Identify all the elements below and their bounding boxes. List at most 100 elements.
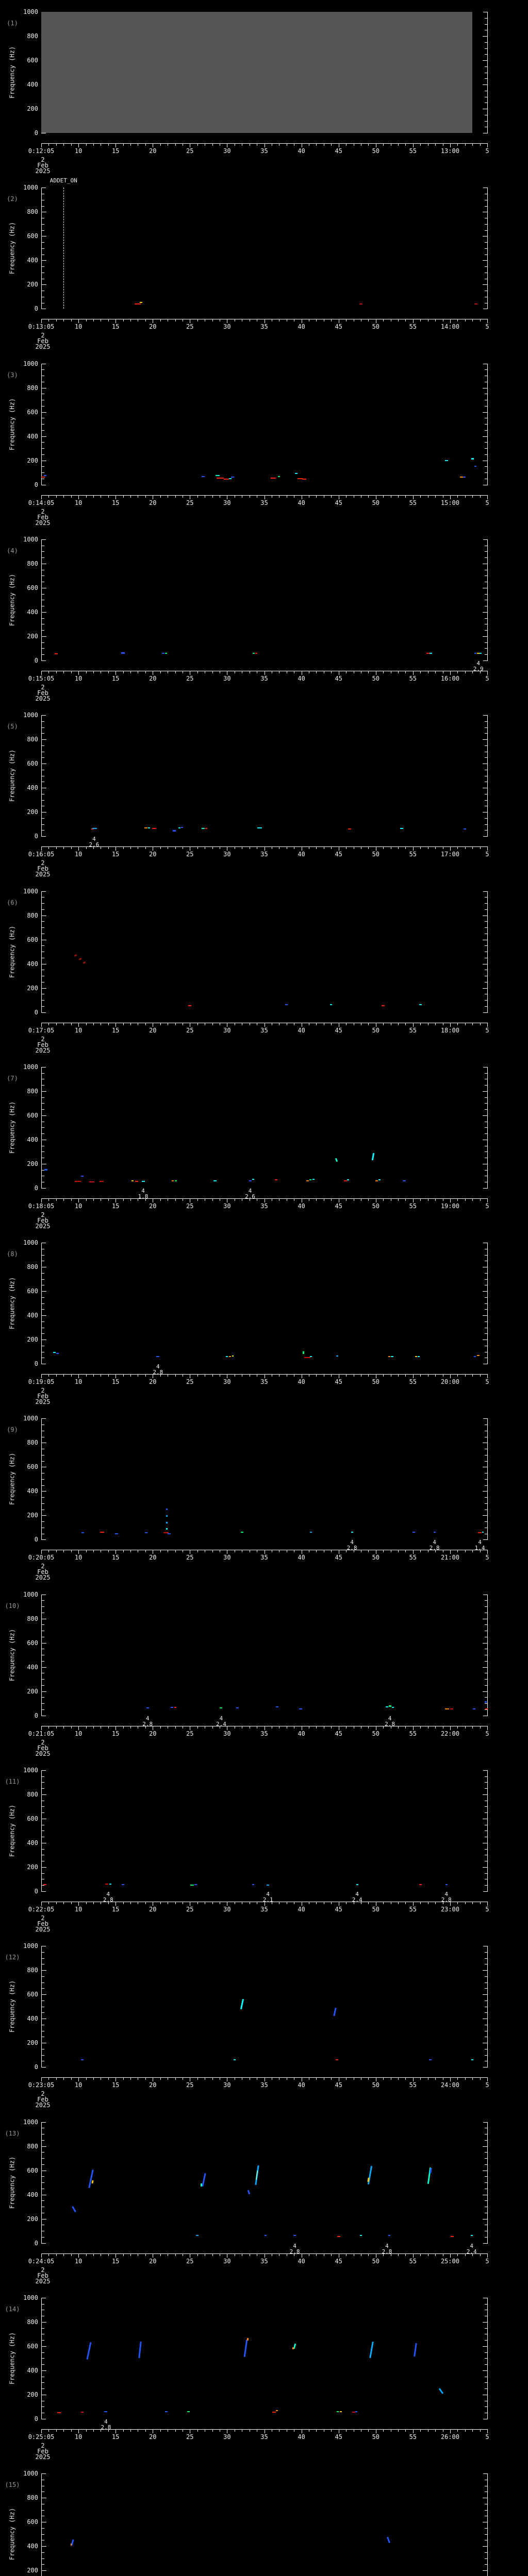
- time-tick-label: 55: [409, 1554, 417, 1562]
- y-axis-tick: [485, 757, 487, 758]
- y-axis-tick: [42, 800, 44, 801]
- detection-class-label: 4: [219, 1715, 223, 1722]
- frequency-axis-title: Frequency (Hz): [8, 1629, 16, 1681]
- y-tick-label: 800: [27, 736, 38, 743]
- time-tick-label: 45: [335, 1202, 342, 1210]
- time-axis-tick: [472, 1726, 473, 1728]
- y-axis-tick: [485, 1309, 487, 1310]
- time-axis-tick: [63, 1198, 64, 1201]
- date-label: 2025: [35, 2277, 51, 2285]
- y-tick-label: 0: [34, 1536, 38, 1544]
- time-axis-tick: [457, 2078, 458, 2080]
- date-label: Feb: [37, 1216, 48, 1224]
- date-label: 2025: [35, 2102, 51, 2109]
- detection-score-label: 2.4: [352, 1896, 362, 1903]
- detection-mark: [230, 477, 234, 478]
- time-axis-tick: [472, 671, 473, 673]
- y-axis-tick: [42, 1982, 44, 1983]
- time-axis-tick: [56, 847, 57, 850]
- y-tick-label: 400: [27, 1312, 38, 1319]
- detection-mark: [215, 474, 220, 476]
- time-axis-tick: [480, 1902, 481, 1904]
- time-axis-tick: [457, 1198, 458, 1201]
- time-axis-tick: [316, 2253, 317, 2256]
- time-axis-tick: [316, 1023, 317, 1025]
- y-axis-tick: [483, 284, 487, 285]
- detection-mark: [265, 2235, 267, 2236]
- y-tick-label: 200: [27, 2215, 38, 2223]
- time-axis-tick: [487, 1902, 488, 1906]
- time-axis: [41, 1198, 488, 1199]
- time-tick-label: 55: [409, 1378, 417, 1386]
- time-axis: [41, 2253, 488, 2254]
- time-axis-tick: [78, 2429, 79, 2433]
- y-axis-tick: [42, 424, 44, 425]
- time-axis-tick: [145, 144, 146, 146]
- detection-class-label: 4: [293, 2242, 296, 2249]
- y-tick-label: 0: [34, 833, 38, 840]
- time-tick-label: 35: [260, 1554, 268, 1562]
- date-label: Feb: [37, 1568, 48, 1576]
- time-tick-label: 45: [335, 2257, 342, 2265]
- time-tick-label: 45: [335, 1026, 342, 1034]
- y-tick-label: 0: [34, 1887, 38, 1895]
- time-tick-label: 5: [485, 1554, 489, 1562]
- detection-mark: [70, 2544, 72, 2546]
- y-axis-tick: [483, 739, 487, 740]
- time-tick-label: 35: [260, 2433, 268, 2441]
- date-label: Feb: [37, 689, 48, 697]
- y-axis-cap: [41, 1539, 46, 1540]
- time-axis-tick: [63, 1902, 64, 1904]
- time-axis-tick: [197, 1375, 198, 1377]
- time-axis-tick: [56, 1023, 57, 1025]
- y-axis-tick: [42, 945, 44, 946]
- detection-class-label: 4: [266, 1890, 270, 1897]
- y-axis-cap: [41, 2243, 46, 2244]
- time-axis-tick: [123, 671, 124, 673]
- time-axis-tick: [487, 1550, 488, 1554]
- call-contour-mark: [386, 2537, 390, 2544]
- time-tick-label: 20: [149, 1026, 157, 1034]
- time-axis-tick: [63, 495, 64, 498]
- time-axis-tick: [71, 1550, 72, 1553]
- y-axis-tick: [42, 2164, 44, 2165]
- y-axis-tick: [485, 2510, 487, 2511]
- plot-area: [41, 2298, 488, 2419]
- time-tick-label: 15: [111, 1730, 120, 1737]
- detection-mark: [426, 652, 430, 654]
- y-tick-label: 400: [27, 2366, 38, 2374]
- detection-mark: [388, 1705, 391, 1707]
- time-axis-tick: [457, 2253, 458, 2256]
- y-axis-tick: [485, 2364, 487, 2365]
- y-axis-tick: [485, 1485, 487, 1486]
- time-axis-tick: [316, 2078, 317, 2080]
- time-axis-tick: [383, 1375, 384, 1377]
- time-axis-tick: [405, 2253, 406, 2256]
- time-axis-tick: [465, 2078, 466, 2080]
- time-axis-tick: [56, 2078, 57, 2080]
- detection-mark: [340, 2411, 342, 2412]
- spectrogram-panel: (15)Frequency (Hz)020040060080010000:26:…: [0, 2462, 528, 2576]
- time-axis-tick: [108, 1198, 109, 1201]
- time-axis-tick: [465, 2429, 466, 2432]
- time-tick-label: 20: [149, 2081, 157, 2089]
- y-axis-tick: [485, 121, 487, 122]
- time-axis-tick: [71, 2429, 72, 2432]
- time-axis-tick: [368, 1726, 369, 1728]
- detection-mark: [252, 1179, 254, 1180]
- y-tick-label: 800: [27, 384, 38, 392]
- time-axis-tick: [160, 1198, 161, 1201]
- y-axis-tick: [42, 557, 44, 558]
- time-axis-tick: [398, 1726, 399, 1728]
- y-axis-tick: [485, 830, 487, 831]
- detection-mark: [278, 476, 280, 478]
- time-axis-tick: [160, 495, 161, 498]
- y-axis-cap: [483, 1770, 488, 1771]
- y-tick-label: 1000: [23, 184, 38, 192]
- time-tick-label: 40: [298, 323, 305, 331]
- time-axis-tick: [123, 2429, 124, 2432]
- detection-mark: [270, 477, 276, 479]
- time-tick-label: 50: [372, 323, 380, 331]
- call-contour-mark: [369, 2341, 374, 2358]
- time-axis-tick: [86, 1023, 87, 1025]
